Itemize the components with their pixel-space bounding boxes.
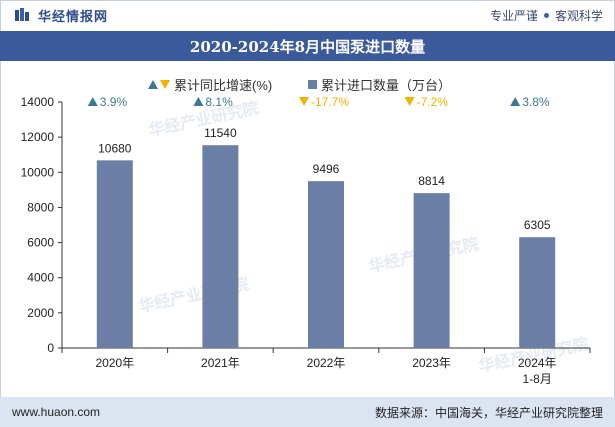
growth-up-icon-4 — [510, 97, 521, 106]
footer-site: www.huaon.com — [12, 405, 101, 419]
legend-down-triangle-icon — [160, 80, 170, 89]
legend-growth-label: 累计同比增速(%) — [174, 78, 272, 93]
bar-4 — [519, 237, 556, 348]
growth-label-4: 3.8% — [522, 95, 550, 109]
y-tick-label-0: 0 — [47, 341, 54, 355]
x-tick-label-3: 2023年 — [412, 356, 451, 370]
bar-1 — [202, 145, 239, 348]
y-tick-label-3: 6000 — [27, 236, 54, 250]
y-tick-label-7: 14000 — [21, 95, 55, 109]
footer: www.huaon.com 数据来源：中国海关，华经产业研究院整理 — [0, 397, 615, 427]
bar-label-2: 9496 — [313, 162, 340, 176]
brand-logo-icon — [15, 8, 29, 21]
bar-label-4: 6305 — [524, 218, 551, 232]
bar-label-3: 8814 — [418, 174, 445, 188]
y-tick-label-5: 10000 — [21, 165, 55, 179]
y-tick-label-1: 2000 — [27, 306, 54, 320]
x-tick-label-4-line1: 1-8月 — [523, 372, 552, 386]
bar-2 — [308, 181, 344, 348]
growth-up-icon-1 — [193, 97, 204, 106]
x-tick-label-2: 2022年 — [307, 356, 346, 370]
footer-source: 数据来源：中国海关，华经产业研究院整理 — [374, 405, 603, 420]
growth-label-3: -7.2% — [417, 95, 449, 109]
bar-0 — [96, 160, 133, 348]
bar-3 — [413, 193, 450, 348]
legend-bar-swatch — [308, 80, 317, 89]
y-tick-label-2: 4000 — [27, 271, 54, 285]
growth-down-icon-3 — [404, 97, 415, 106]
y-tick-label-4: 8000 — [27, 200, 54, 214]
bar-label-0: 10680 — [98, 141, 132, 155]
slogan-left: 专业严谨 — [489, 8, 538, 23]
bar-chart: 华经产业研究院华经产业研究院华经产业研究院华经产业研究院累计同比增速(%)累计进… — [21, 78, 591, 386]
brand-name: 华经情报网 — [38, 8, 109, 24]
legend-up-triangle-icon — [148, 80, 158, 89]
slogan-right: 客观科学 — [554, 8, 603, 23]
bar-label-1: 11540 — [204, 126, 237, 140]
growth-label-1: 8.1% — [205, 95, 233, 109]
brand: 华经情报网 — [14, 6, 108, 25]
x-tick-label-0: 2020年 — [95, 356, 134, 370]
growth-up-icon-0 — [87, 97, 98, 106]
slogan-dot-icon — [543, 12, 549, 18]
x-tick-label-1: 2021年 — [201, 356, 240, 370]
growth-label-2: -17.7% — [311, 95, 349, 109]
slogan: 专业严谨 客观科学 — [490, 7, 603, 24]
y-tick-label-6: 12000 — [21, 130, 55, 144]
legend-bar-label: 累计进口数量（万台） — [321, 78, 451, 93]
chart-title: 2020-2024年8月中国泵进口数量 — [0, 31, 615, 61]
growth-label-0: 3.9% — [100, 95, 128, 109]
growth-down-icon-2 — [299, 97, 309, 106]
top-bar: 华经情报网 专业严谨 客观科学 — [0, 0, 615, 30]
x-tick-label-4: 2024年 — [518, 356, 557, 370]
